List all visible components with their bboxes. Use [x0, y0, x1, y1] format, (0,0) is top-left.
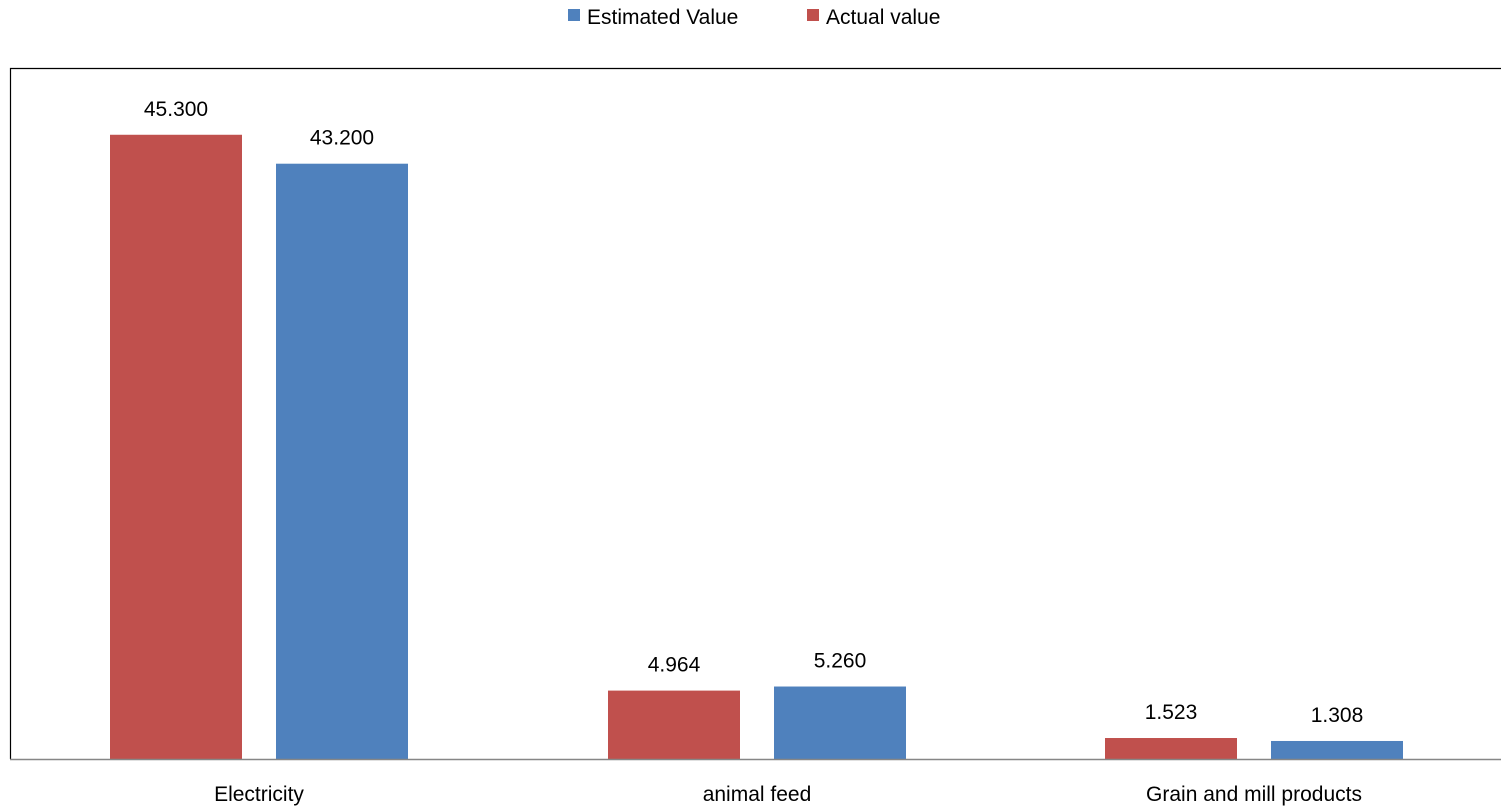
legend-swatch-actual-value: [807, 9, 819, 21]
bar-estimated-value-animal-feed: [774, 686, 906, 759]
data-label-actual-value-grain-and-mill-products: 1.523: [1145, 701, 1198, 724]
bars-group: 45.300 43.200 4.964 5.260 1.523 1.308: [110, 98, 1403, 760]
category-label-grain-and-mill-products: Grain and mill products: [1146, 783, 1362, 806]
category-labels-group: Electricity animal feed Grain and mill pro…: [214, 783, 1362, 806]
bar-actual-value-electricity: [110, 134, 242, 760]
category-label-animal-feed: animal feed: [703, 783, 812, 806]
legend-label-actual-value: Actual value: [826, 6, 940, 29]
data-label-estimated-value-electricity: 43.200: [310, 127, 374, 150]
bar-estimated-value-grain-and-mill-products: [1271, 740, 1403, 759]
data-label-estimated-value-animal-feed: 5.260: [814, 650, 867, 673]
data-label-actual-value-electricity: 45.300: [144, 98, 208, 121]
legend-label-estimated-value: Estimated Value: [587, 6, 738, 29]
bar-actual-value-animal-feed: [608, 690, 740, 759]
plot-area-border: [9, 67, 1501, 759]
legend: Estimated Value Actual value: [568, 6, 940, 29]
bar-estimated-value-electricity: [276, 163, 408, 760]
category-label-electricity: Electricity: [214, 783, 304, 806]
data-label-actual-value-animal-feed: 4.964: [648, 654, 701, 677]
data-label-estimated-value-grain-and-mill-products: 1.308: [1311, 704, 1364, 727]
bar-actual-value-grain-and-mill-products: [1105, 738, 1237, 759]
legend-swatch-estimated-value: [568, 9, 580, 21]
